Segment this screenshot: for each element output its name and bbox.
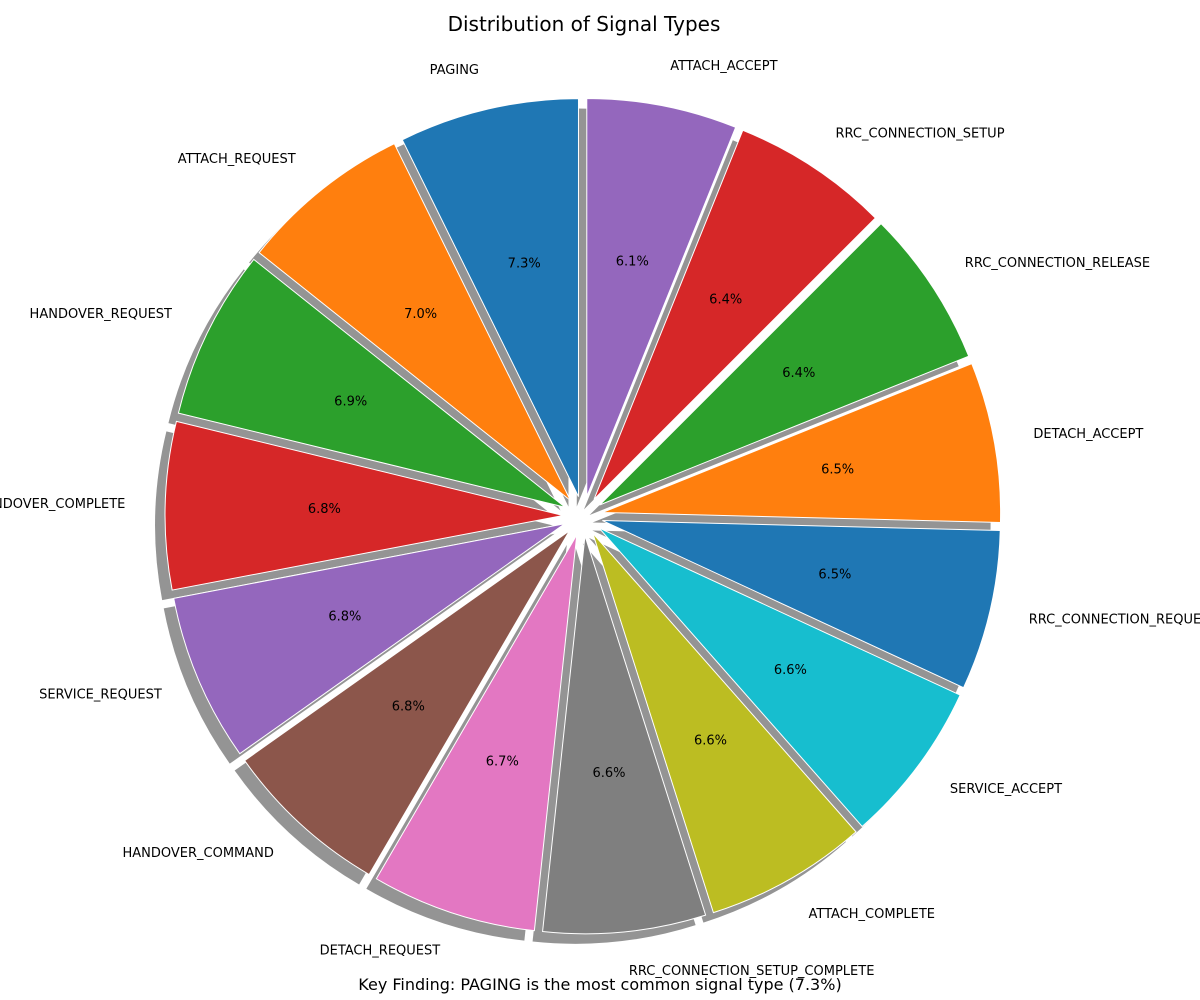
percent-label-attach-request: 7.0%	[404, 307, 437, 322]
pie-slice-handover-complete	[164, 420, 564, 591]
pie-slice-paging	[401, 98, 579, 497]
pie-slice-attach-request	[258, 142, 571, 501]
pie-slice-rrc-connection-release	[599, 222, 970, 506]
slice-label-handover-complete: HANDOVER_COMPLETE	[0, 497, 125, 512]
percent-label-paging: 7.3%	[508, 257, 541, 272]
slice-label-detach-request: DETACH_REQUEST	[320, 943, 441, 958]
percent-label-rrc-connection-setup-complete: 6.6%	[592, 766, 625, 781]
slice-layer	[164, 97, 1002, 935]
percent-label-handover-command: 6.8%	[392, 699, 425, 714]
pie-slice-rrc-connection-setup-complete	[542, 535, 707, 935]
slice-label-handover-command: HANDOVER_COMMAND	[122, 846, 273, 861]
slice-label-rrc-connection-release: RRC_CONNECTION_RELEASE	[965, 256, 1150, 271]
percent-label-detach-accept: 6.5%	[821, 462, 854, 477]
slice-label-detach-accept: DETACH_ACCEPT	[1033, 427, 1143, 442]
pie-slice-rrc-connection-request	[602, 520, 1001, 689]
pie-slice-handover-command	[243, 530, 570, 876]
percent-label-handover-request: 6.9%	[334, 395, 367, 410]
slice-label-layer: PAGING ATTACH_REQUEST HANDOVER_REQUEST HAND…	[0, 59, 1200, 979]
pie-slice-detach-request	[375, 534, 578, 932]
pie-slice-service-accept	[598, 527, 961, 828]
percent-label-handover-complete: 6.8%	[308, 502, 341, 517]
slice-label-service-request: SERVICE_REQUEST	[39, 688, 162, 703]
percent-label-detach-request: 6.7%	[486, 754, 519, 769]
slice-label-service-accept: SERVICE_ACCEPT	[950, 782, 1062, 797]
percent-label-attach-complete: 6.6%	[694, 734, 727, 749]
key-finding-footnote: Key Finding: PAGING is the most common s…	[358, 975, 841, 994]
slice-label-paging: PAGING	[430, 63, 479, 78]
percent-label-rrc-connection-release: 6.4%	[782, 366, 815, 381]
chart-title: Distribution of Signal Types	[448, 12, 721, 36]
slice-label-attach-request: ATTACH_REQUEST	[178, 152, 296, 167]
percent-label-layer: 7.3% 7.0% 6.9% 6.8% 6.8% 6.8% 6.7% 6.6% 6.6% 6.6%…	[308, 255, 854, 781]
slice-label-rrc-connection-setup: RRC_CONNECTION_SETUP	[836, 127, 1005, 142]
slice-label-attach-complete: ATTACH_COMPLETE	[809, 907, 936, 922]
pie-slice-detach-accept	[602, 362, 1002, 523]
percent-label-rrc-connection-setup: 6.4%	[709, 293, 742, 308]
pie-slice-attach-accept	[586, 97, 737, 497]
pie-slice-service-request	[173, 523, 565, 755]
percent-label-service-request: 6.8%	[328, 610, 361, 625]
slice-label-attach-accept: ATTACH_ACCEPT	[670, 59, 777, 74]
slice-label-rrc-connection-setup-complete: RRC_CONNECTION_SETUP_COMPLETE	[629, 964, 875, 979]
pie-slice-rrc-connection-setup	[593, 129, 877, 500]
slice-label-rrc-connection-request: RRC_CONNECTION_REQUEST	[1029, 613, 1200, 628]
pie-slice-attach-complete	[592, 532, 857, 914]
pie-slice-handover-request	[177, 258, 566, 508]
slice-label-handover-request: HANDOVER_REQUEST	[30, 307, 173, 322]
percent-label-rrc-connection-request: 6.5%	[818, 567, 851, 582]
percent-label-service-accept: 6.6%	[774, 663, 807, 678]
percent-label-attach-accept: 6.1%	[616, 255, 649, 270]
